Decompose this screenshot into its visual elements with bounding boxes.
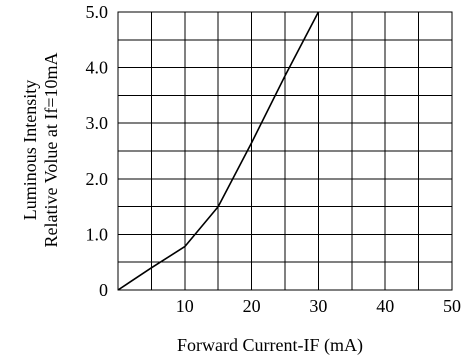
grid [118, 12, 452, 290]
y-tick-label: 1.0 [86, 224, 109, 244]
y-tick-label: 5.0 [86, 2, 109, 22]
series-group [117, 11, 320, 291]
x-tick-label: 40 [376, 296, 394, 316]
x-tick-label: 10 [176, 296, 194, 316]
y-tick-label: 3.0 [86, 113, 109, 133]
y-tick-labels: 0 1.0 2.0 3.0 4.0 5.0 [86, 2, 109, 300]
y-tick-label: 4.0 [86, 58, 109, 78]
plot-frame [117, 11, 453, 291]
x-tick-label: 50 [443, 296, 461, 316]
x-tick-label: 30 [309, 296, 327, 316]
x-tick-label: 20 [243, 296, 261, 316]
y-axis-title-line-1: Luminous Intensity [20, 80, 40, 221]
series-line-0 [117, 11, 320, 291]
y-tick-label: 2.0 [86, 169, 109, 189]
x-axis-title: Forward Current-IF (mA) [177, 335, 363, 356]
y-axis-title-line-2: Relative Volue at If=10mA [41, 53, 61, 248]
y-tick-label: 0 [99, 280, 108, 300]
y-axis-title: Luminous Intensity Relative Volue at If=… [20, 53, 61, 248]
x-tick-labels: 10 20 30 40 50 [176, 296, 461, 316]
